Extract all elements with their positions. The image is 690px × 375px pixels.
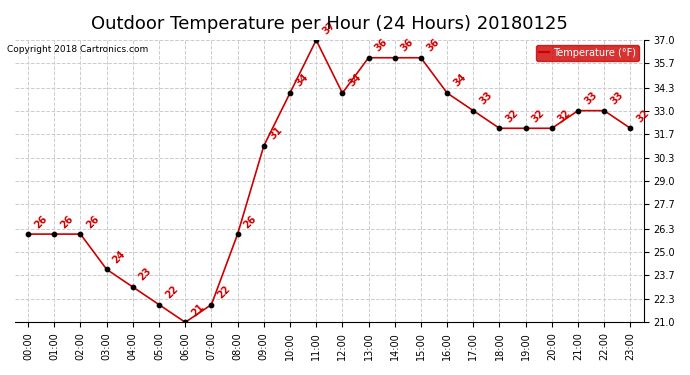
Point xyxy=(179,319,190,325)
Text: 21: 21 xyxy=(189,302,206,318)
Point xyxy=(389,55,400,61)
Text: 23: 23 xyxy=(137,266,154,283)
Point xyxy=(128,284,139,290)
Point xyxy=(573,108,584,114)
Point xyxy=(232,231,243,237)
Point xyxy=(284,90,295,96)
Point xyxy=(599,108,610,114)
Text: 22: 22 xyxy=(164,284,180,300)
Text: 26: 26 xyxy=(85,213,101,230)
Text: 32: 32 xyxy=(504,108,520,124)
Legend: Temperature (°F): Temperature (°F) xyxy=(536,45,639,61)
Text: 34: 34 xyxy=(294,72,310,89)
Point xyxy=(468,108,479,114)
Title: Outdoor Temperature per Hour (24 Hours) 20180125: Outdoor Temperature per Hour (24 Hours) … xyxy=(91,15,568,33)
Point xyxy=(415,55,426,61)
Point xyxy=(258,143,269,149)
Point xyxy=(206,302,217,307)
Text: Copyright 2018 Cartronics.com: Copyright 2018 Cartronics.com xyxy=(7,45,148,54)
Text: 34: 34 xyxy=(451,72,468,89)
Text: 26: 26 xyxy=(32,213,49,230)
Text: 22: 22 xyxy=(215,284,233,300)
Text: 36: 36 xyxy=(373,37,389,54)
Text: 32: 32 xyxy=(556,108,573,124)
Point xyxy=(49,231,60,237)
Point xyxy=(23,231,34,237)
Text: 33: 33 xyxy=(477,90,494,106)
Point xyxy=(75,231,86,237)
Point xyxy=(363,55,374,61)
Text: 33: 33 xyxy=(609,90,625,106)
Text: 26: 26 xyxy=(241,213,258,230)
Point xyxy=(546,125,558,131)
Text: 26: 26 xyxy=(59,213,75,230)
Text: 32: 32 xyxy=(530,108,546,124)
Point xyxy=(101,266,112,272)
Text: 34: 34 xyxy=(346,72,363,89)
Point xyxy=(337,90,348,96)
Text: 36: 36 xyxy=(425,37,442,54)
Text: 32: 32 xyxy=(635,108,651,124)
Text: 36: 36 xyxy=(399,37,415,54)
Point xyxy=(153,302,164,307)
Point xyxy=(310,37,322,43)
Point xyxy=(520,125,531,131)
Text: 24: 24 xyxy=(111,249,128,265)
Point xyxy=(625,125,636,131)
Text: 31: 31 xyxy=(268,125,284,142)
Point xyxy=(442,90,453,96)
Point xyxy=(494,125,505,131)
Text: 33: 33 xyxy=(582,90,599,106)
Text: 37: 37 xyxy=(320,20,337,36)
